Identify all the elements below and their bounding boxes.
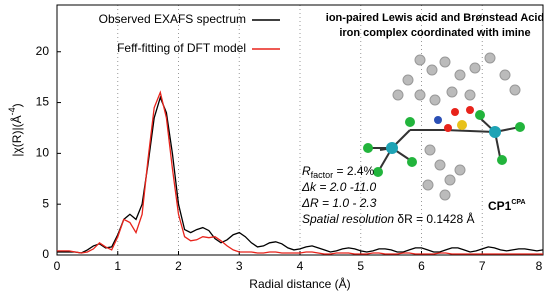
x-tick-label: 8 (536, 259, 543, 273)
x-tick-label: 0 (54, 259, 61, 273)
y-tick-label: 10 (36, 146, 50, 160)
annotation: Δk = 2.0 -11.0 (301, 180, 377, 194)
y-axis-label: |χ(R)|(Å-4) (7, 103, 24, 156)
x-tick-label: 3 (236, 259, 243, 273)
y-tick-label: 20 (36, 44, 50, 58)
annotation: Spatial resolution δR = 0.1428 Å (302, 211, 474, 226)
x-tick-label: 1 (114, 259, 121, 273)
annotation-title: iron complex coordinated with imine (339, 27, 530, 39)
y-tick-label: 5 (42, 196, 49, 210)
y-tick-label: 15 (36, 95, 50, 109)
x-tick-label: 7 (479, 259, 486, 273)
x-tick-label: 6 (418, 259, 425, 273)
annotation-title: ion-paired Lewis acid and Brønstead Acid (326, 12, 544, 24)
complex-label: CP1CPA (488, 199, 526, 213)
annotation: Rfactor = 2.4% (302, 164, 375, 180)
x-tick-label: 4 (297, 259, 304, 273)
chart: ion-paired Lewis acid and Brønstead Acid… (0, 0, 544, 294)
molecule-illustration (363, 53, 525, 200)
legend-label: Feff-fitting of DFT model (117, 41, 246, 55)
x-tick-label: 5 (357, 259, 364, 273)
y-tick-label: 0 (42, 247, 49, 261)
legend-label: Observed EXAFS spectrum (99, 12, 246, 26)
x-axis-label: Radial distance (Å) (249, 276, 350, 291)
x-tick-label: 2 (175, 259, 182, 273)
annotation: ΔR = 1.0 - 2.3 (301, 196, 377, 210)
